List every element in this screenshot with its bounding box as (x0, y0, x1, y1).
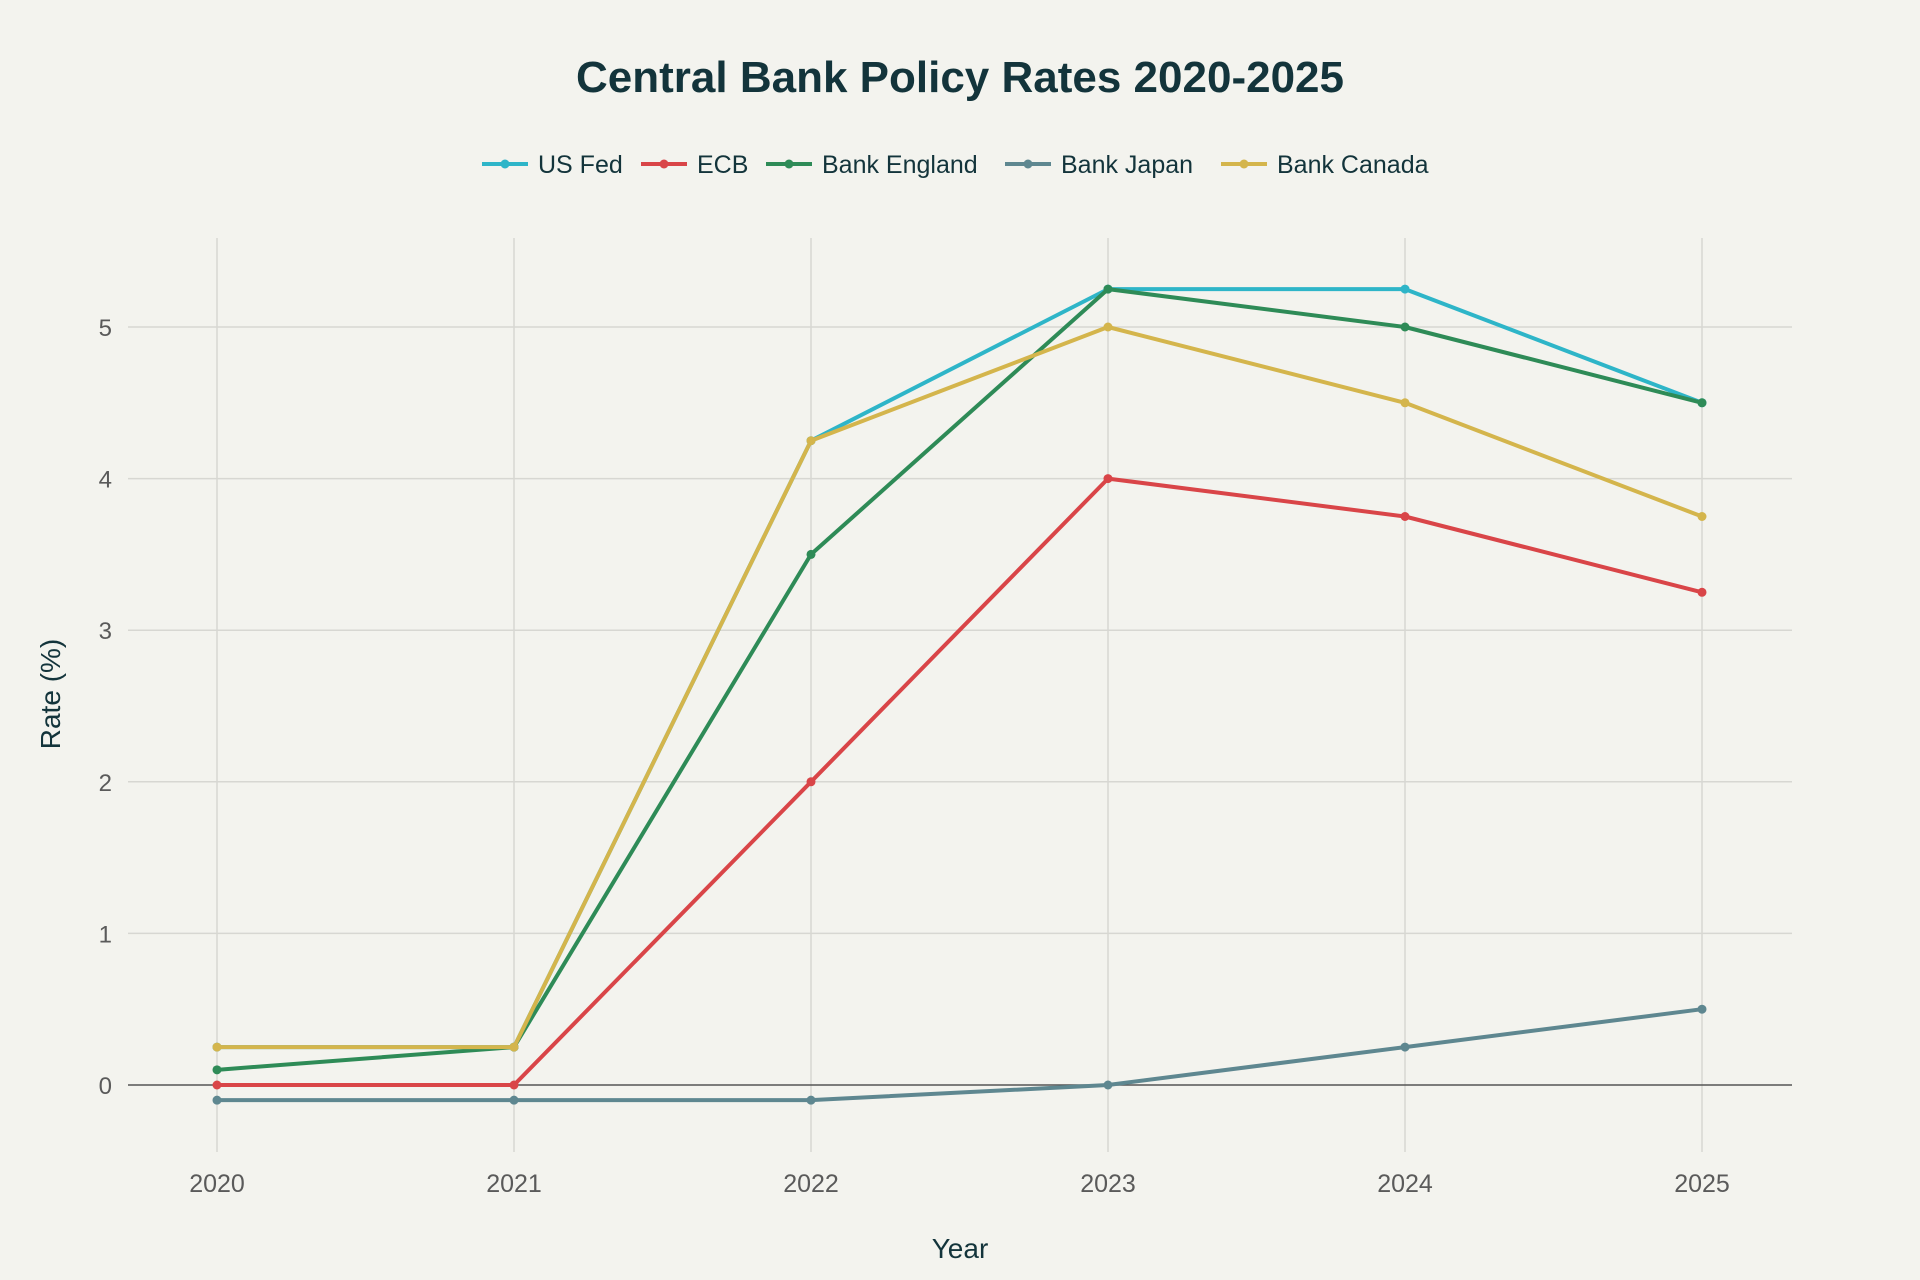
data-point (1400, 1042, 1410, 1052)
legend-item: ECB (641, 151, 748, 179)
legend-label: US Fed (538, 151, 623, 179)
data-point (1400, 322, 1410, 332)
data-point (1400, 398, 1410, 408)
series-line (215, 325, 1704, 1050)
data-point (806, 436, 816, 446)
legend: US Fed ECB Bank England Bank Japan Bank Cana… (482, 151, 1429, 179)
series-bank-japan (212, 1004, 1707, 1105)
x-tick-label: 2020 (189, 1170, 245, 1198)
series-bank-canada (212, 322, 1707, 1052)
x-tick-label: 2025 (1674, 1170, 1730, 1198)
data-point (509, 1080, 519, 1090)
legend-swatch-marker (659, 159, 669, 169)
x-tick-label: 2022 (783, 1170, 839, 1198)
data-point (1697, 1004, 1707, 1014)
data-point (509, 1042, 519, 1052)
data-point (1697, 398, 1707, 408)
y-tick-label: 0 (99, 1073, 112, 1100)
legend-label: Bank Japan (1061, 151, 1193, 179)
data-point (806, 549, 816, 559)
data-point (212, 1065, 222, 1075)
x-tick-label: 2021 (486, 1170, 542, 1198)
y-tick-label: 1 (99, 921, 112, 948)
y-tick-label: 3 (99, 618, 112, 645)
data-point (1697, 587, 1707, 597)
legend-item: Bank Canada (1221, 151, 1429, 179)
y-tick-label: 2 (99, 770, 112, 797)
data-point (1400, 512, 1410, 521)
x-tick-label: 2023 (1080, 1170, 1136, 1198)
legend-swatch-marker (784, 159, 794, 169)
legend-item: US Fed (482, 151, 623, 179)
y-tick-label: 4 (99, 467, 112, 494)
legend-item: Bank Japan (1005, 151, 1193, 179)
data-point (509, 1095, 519, 1105)
x-axis-title: Year (932, 1233, 989, 1264)
legend-swatch-marker (1023, 159, 1033, 169)
data-point (212, 1042, 222, 1052)
x-tick-label: 2024 (1377, 1170, 1433, 1198)
legend-item: Bank England (766, 151, 978, 179)
legend-swatch-marker (1239, 159, 1249, 169)
series-line (215, 287, 1704, 1072)
data-point (1103, 1080, 1113, 1090)
series-line (215, 476, 1704, 1087)
series-line (215, 1007, 1704, 1103)
chart-title: Central Bank Policy Rates 2020-2025 (576, 53, 1344, 102)
series-ecb (212, 474, 1707, 1090)
data-point (212, 1080, 222, 1090)
legend-label: Bank Canada (1277, 151, 1429, 179)
y-tick-label: 5 (99, 315, 112, 342)
data-point (806, 1095, 816, 1105)
data-point (1697, 512, 1707, 521)
axes: 0 1 2 3 4 5 2020 2021 2022 2023 2024 2025 (99, 315, 1792, 1198)
data-point (1103, 474, 1113, 484)
legend-swatch-marker (500, 159, 510, 169)
series-lines (212, 284, 1707, 1105)
legend-label: ECB (697, 151, 748, 179)
grid (128, 238, 1792, 1152)
data-point (1400, 284, 1410, 294)
data-point (212, 1095, 222, 1105)
data-point (1103, 284, 1113, 294)
data-point (806, 777, 816, 787)
data-point (1103, 322, 1113, 332)
legend-label: Bank England (822, 151, 978, 179)
y-axis-title: Rate (%) (35, 639, 66, 749)
